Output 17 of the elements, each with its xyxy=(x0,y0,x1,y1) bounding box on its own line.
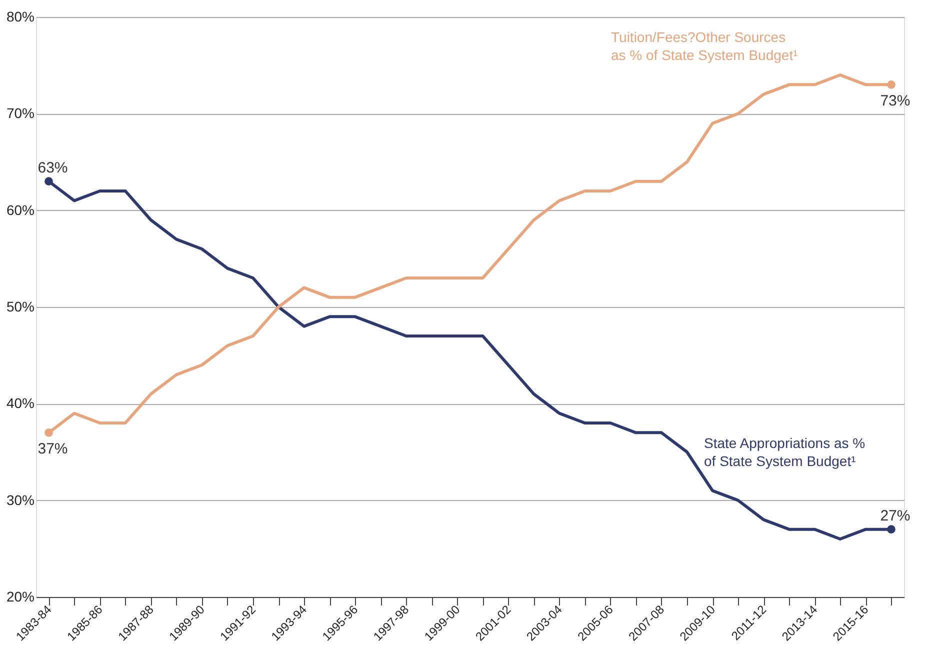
data-label: 37% xyxy=(38,440,68,458)
y-tick-label: 80% xyxy=(6,8,34,24)
data-label: 63% xyxy=(38,159,68,176)
point xyxy=(887,80,896,89)
y-tick-label: 60% xyxy=(6,202,34,218)
series-label: State Appropriations as % of State System Budget¹ xyxy=(704,435,866,469)
y-tick-label: 40% xyxy=(6,395,34,412)
series-label: Tuition/Fees?Other Sources as % of State System Budget¹ xyxy=(611,29,798,63)
data-label: 73% xyxy=(880,92,910,110)
point xyxy=(44,428,53,437)
point xyxy=(887,525,896,534)
y-tick-label: 50% xyxy=(6,298,34,314)
data-label: 27% xyxy=(880,507,910,524)
point xyxy=(44,177,53,186)
y-tick-label: 20% xyxy=(6,588,34,604)
y-tick-label: 70% xyxy=(6,105,34,122)
y-tick-label: 30% xyxy=(6,492,34,508)
